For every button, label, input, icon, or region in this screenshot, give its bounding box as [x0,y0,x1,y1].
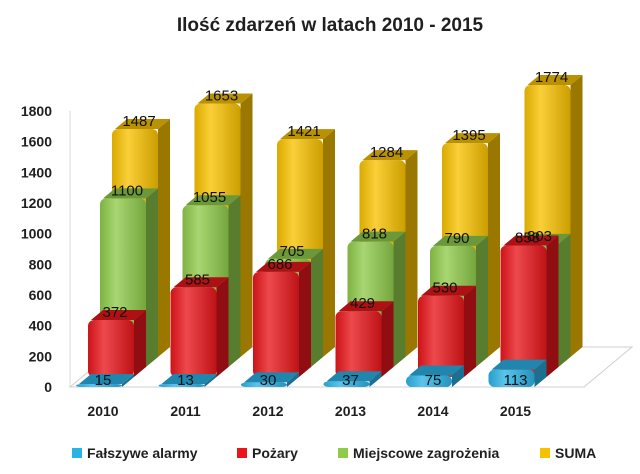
chart-title: Ilość zdarzeń w latach 2010 - 2015 [177,15,484,36]
data-label: 803 [527,228,552,245]
legend-label: Pożary [252,445,298,461]
bar-2013-1 [335,301,394,377]
legend-item: Pożary [237,445,298,461]
data-label: 585 [185,271,210,288]
data-label: 1055 [193,189,226,206]
legend-swatch [72,448,82,458]
legend-swatch [540,448,550,458]
bar-2012-0 [241,372,299,387]
data-label: 372 [102,304,127,321]
bar-2015-1 [500,235,559,377]
y-tick-label: 1800 [21,103,52,119]
legend-label: Fałszywe alarmy [87,445,198,461]
data-label: 818 [362,226,387,243]
y-tick-label: 1000 [21,226,52,242]
y-tick-label: 1200 [21,195,52,211]
legend-label: SUMA [555,445,596,461]
legend-item: SUMA [540,445,596,461]
data-label: 13 [177,372,194,389]
legend-item: Miejscowe zagrożenia [338,445,499,461]
legend-label: Miejscowe zagrożenia [353,445,499,461]
x-tick-label: 2010 [87,403,118,419]
x-tick-label: 2014 [417,403,448,419]
y-tick-label: 1400 [21,164,52,180]
y-tick-label: 600 [29,287,53,303]
bar-2011-1 [170,277,229,377]
x-tick-label: 2015 [500,403,531,419]
data-label: 1774 [535,69,568,86]
bar-2015-0 [488,359,547,387]
data-labels: 1487 1653 1421 1284 1395 1774 1100 1055 705 818 79… [95,69,569,389]
data-label: 15 [95,372,112,389]
data-label: 113 [504,372,528,389]
data-label: 429 [350,295,375,312]
bar-2012-1 [253,261,311,377]
legend-swatch [237,448,247,458]
data-label: 1284 [370,144,403,161]
bar-2014-0 [406,365,464,387]
bar-2013-0 [323,371,382,387]
data-label: 1653 [205,88,238,105]
legend-item: Fałszywe alarmy [72,445,198,461]
y-tick-label: 200 [29,348,53,364]
y-tick-label: 0 [44,379,52,395]
data-label: 1421 [287,123,320,140]
x-tick-label: 2012 [252,403,283,419]
bar-2011-0 [158,374,217,387]
data-label: 1395 [452,127,485,144]
x-axis: 2010 2011 2012 2013 2014 2015 [87,403,531,419]
data-label: 858 [515,229,540,246]
data-label: 30 [260,372,277,389]
x-tick-label: 2011 [170,403,201,419]
y-tick-label: 400 [29,318,53,334]
y-tick-label: 1600 [21,134,52,150]
bars [76,74,583,387]
data-label: 1100 [111,182,143,199]
data-label: 530 [432,280,457,297]
bar-2010-0 [76,374,134,387]
legend-swatch [338,448,348,458]
data-label: 1487 [122,113,155,130]
data-label: 75 [425,372,442,389]
bar-2014-1 [418,285,476,377]
legend: Fałszywe alarmy Pożary Miejscowe zagrożeni… [72,445,596,461]
x-tick-label: 2013 [335,403,366,419]
y-tick-label: 800 [29,256,53,272]
data-label: 37 [342,372,359,389]
data-label: 686 [267,256,292,273]
y-axis: 0 200 400 600 800 1000 1200 1400 1600 1800 [21,103,52,395]
data-label: 790 [444,230,469,247]
data-label: 705 [279,243,304,260]
bar-2010-1 [88,309,146,377]
